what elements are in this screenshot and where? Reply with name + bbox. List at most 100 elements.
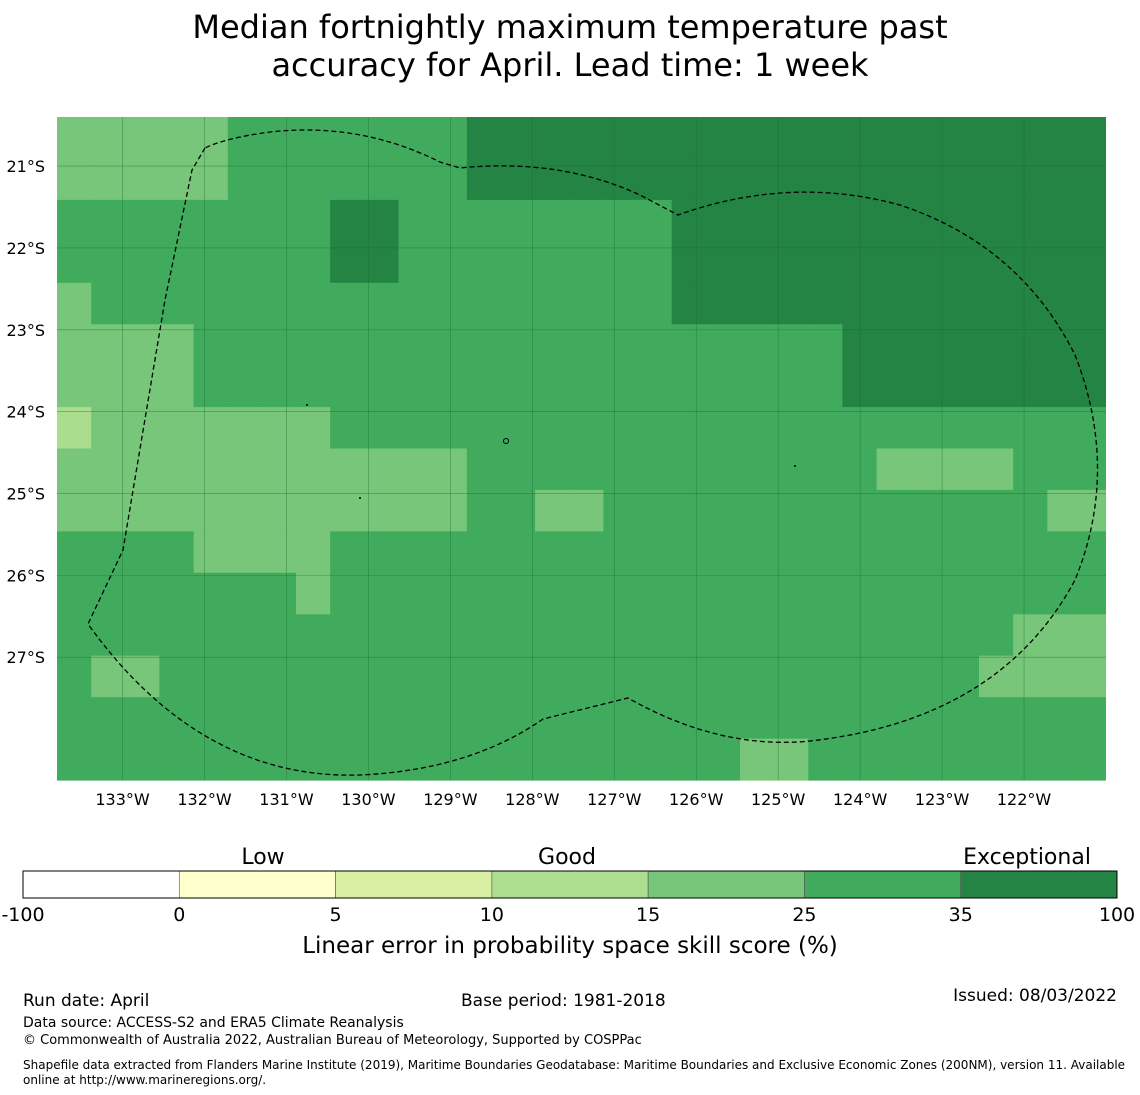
grid-cell <box>535 241 570 284</box>
grid-cell <box>364 282 400 325</box>
grid-cell <box>876 199 912 242</box>
colorbar-tick-label: 25 <box>792 904 816 926</box>
grid-cell <box>125 531 161 574</box>
grid-cell <box>603 489 639 532</box>
grid-cell <box>944 365 980 408</box>
grid-cell <box>842 365 878 408</box>
grid-cell <box>603 697 639 740</box>
grid-cell <box>193 407 229 450</box>
grid-cell <box>330 282 365 325</box>
grid-cell <box>603 738 639 781</box>
grid-cell <box>261 241 297 284</box>
grid-cell <box>603 117 639 159</box>
colorbar-tick-label: 15 <box>636 904 660 926</box>
grid-cell <box>774 531 809 574</box>
grid-cell <box>979 324 1014 367</box>
grid-cell <box>364 614 400 657</box>
grid-cell <box>364 489 400 532</box>
grid-cell <box>466 448 502 491</box>
grid-cell <box>159 117 195 159</box>
grid-cell <box>364 324 400 367</box>
latitude-tick-label: 27°S <box>6 648 45 667</box>
grid-cell <box>979 407 1014 450</box>
grid-cell <box>193 199 229 242</box>
grid-cell <box>398 697 434 740</box>
grid-cell <box>944 738 980 781</box>
grid-cell <box>91 448 126 491</box>
grid-cell <box>979 365 1014 408</box>
grid-cell <box>398 324 434 367</box>
grid-cell <box>774 365 809 408</box>
colorbar-bin <box>804 870 962 899</box>
grid-cell <box>261 117 297 159</box>
grid-cell <box>296 572 331 615</box>
grid-cell <box>193 241 229 284</box>
grid-cell <box>1081 697 1106 740</box>
grid-cell <box>466 282 502 325</box>
grid-cell <box>671 738 707 781</box>
grid-cell <box>57 697 92 740</box>
grid-cell <box>569 282 605 325</box>
grid-cell <box>1047 158 1083 201</box>
grid-cell <box>91 738 126 781</box>
grid-cell <box>705 738 741 781</box>
grid-cell <box>944 241 980 284</box>
grid-cell <box>603 572 639 615</box>
grid-cell <box>876 241 912 284</box>
grid-cell <box>125 324 161 367</box>
grid-cell <box>808 407 844 450</box>
grid-cell <box>842 117 878 159</box>
grid-cell <box>740 448 775 491</box>
grid-cell <box>842 324 878 367</box>
grid-cell <box>944 282 980 325</box>
base-period: Base period: 1981-2018 <box>461 991 666 1011</box>
title-line-1: Median fortnightly maximum temperature p… <box>192 8 948 46</box>
grid-cell <box>432 489 468 532</box>
grid-cell <box>910 531 946 574</box>
grid-cell <box>91 365 126 408</box>
colorbar-bin <box>22 870 180 899</box>
grid-cell <box>979 489 1014 532</box>
grid-cell <box>705 282 741 325</box>
grid-cell <box>876 117 912 159</box>
grid-cell <box>944 655 980 698</box>
grid-cell <box>979 655 1014 698</box>
grid-cell <box>535 738 570 781</box>
grid-cell <box>1081 158 1106 201</box>
grid-cell <box>500 489 536 532</box>
grid-cell <box>876 158 912 201</box>
grid-cell <box>125 199 161 242</box>
grid-cell <box>57 117 92 159</box>
skill-score-grid <box>57 117 1106 781</box>
colorbar-outline <box>22 870 1118 899</box>
grid-cell <box>603 365 639 408</box>
grid-cell <box>1081 407 1106 450</box>
grid-cell <box>535 407 570 450</box>
grid-cell <box>944 614 980 657</box>
grid-cell <box>979 117 1014 159</box>
grid-cell <box>125 655 161 698</box>
grid-cell <box>432 324 468 367</box>
grid-cell <box>432 365 468 408</box>
grid-cell <box>740 365 775 408</box>
grid-cell <box>398 117 434 159</box>
grid-cell <box>159 158 195 201</box>
grid-cell <box>671 614 707 657</box>
grid-cell <box>125 489 161 532</box>
grid-cell <box>398 282 434 325</box>
grid-cell <box>1013 324 1048 367</box>
grid-cell <box>637 697 673 740</box>
grid-cell <box>569 738 605 781</box>
grid-cell <box>466 697 502 740</box>
grid-cell <box>91 241 126 284</box>
grid-cell <box>740 531 775 574</box>
grid-cell <box>193 448 229 491</box>
grid-cell <box>432 241 468 284</box>
grid-cell <box>227 158 263 201</box>
grid-cell <box>296 324 331 367</box>
grid-cell <box>979 158 1014 201</box>
grid-cell <box>637 738 673 781</box>
grid-cell <box>261 407 297 450</box>
grid-cell <box>910 738 946 781</box>
grid-cell <box>671 324 707 367</box>
